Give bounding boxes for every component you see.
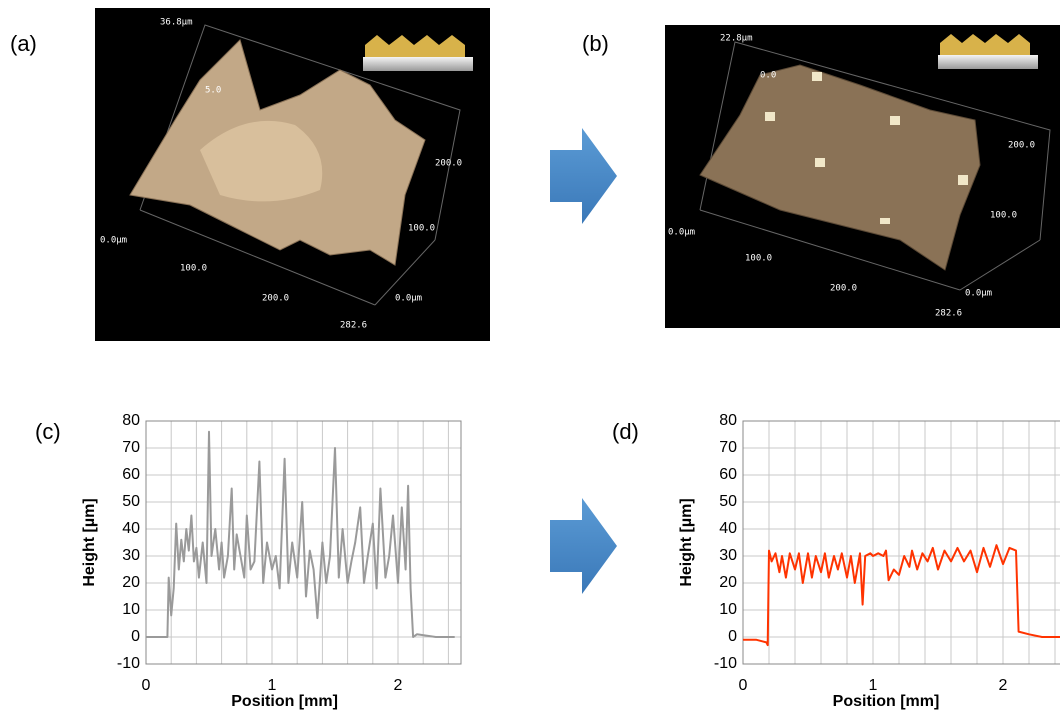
- surface-image: 36.8µm 5.0 200.0 100.0 0.0µm 100.0 200.0…: [95, 8, 490, 341]
- x-tick-label: 1: [268, 677, 277, 694]
- y-tick-label: -10: [117, 655, 140, 672]
- y-tick-label: 50: [719, 493, 737, 510]
- y-tick-label: 70: [122, 439, 140, 456]
- image-label: 0.0µm: [395, 294, 422, 304]
- image-label: 100.0: [408, 224, 435, 234]
- y-axis-label: Height [µm]: [678, 498, 695, 586]
- y-tick-label: 70: [719, 439, 737, 456]
- panel-label: (d): [612, 419, 639, 444]
- arrow: [550, 498, 617, 594]
- image-label: 0.0µm: [100, 236, 127, 246]
- x-axis-label: Position [mm]: [231, 693, 338, 710]
- image-label: 282.6: [340, 321, 367, 331]
- image-label: 100.0: [180, 264, 207, 274]
- x-tick-label: 0: [142, 677, 151, 694]
- y-tick-label: 40: [122, 520, 140, 537]
- surface-image: 22.8µm 0.0 200.0 100.0 0.0µm 100.0 200.0…: [665, 25, 1060, 328]
- image-label: 200.0: [830, 284, 857, 294]
- image-label: 0.0µm: [965, 289, 992, 299]
- image-label: 200.0: [1008, 141, 1035, 151]
- y-tick-label: 20: [719, 574, 737, 591]
- x-tick-label: 2: [999, 677, 1008, 694]
- x-tick-label: 2: [394, 677, 403, 694]
- panel-label: (b): [582, 31, 609, 56]
- image-label: 200.0: [435, 159, 462, 169]
- image-label: 100.0: [990, 211, 1017, 221]
- y-tick-label: 40: [719, 520, 737, 537]
- image-label: 0.0µm: [668, 228, 695, 238]
- y-tick-label: 60: [122, 466, 140, 483]
- x-tick-label: 0: [739, 677, 748, 694]
- y-tick-label: 30: [719, 547, 737, 564]
- data-line: [146, 430, 455, 638]
- image-label: 282.6: [935, 309, 962, 319]
- data-line: [743, 544, 1060, 647]
- image-label: 100.0: [745, 254, 772, 264]
- y-tick-label: 80: [122, 412, 140, 429]
- image-label: 22.8µm: [720, 34, 753, 44]
- y-tick-label: 30: [122, 547, 140, 564]
- y-tick-label: 50: [122, 493, 140, 510]
- panel-label: (c): [35, 419, 61, 444]
- y-tick-label: 0: [728, 628, 737, 645]
- image-label: 0.0: [760, 71, 776, 81]
- y-axis-label: Height [µm]: [81, 498, 98, 586]
- y-tick-label: 60: [719, 466, 737, 483]
- y-tick-label: 10: [719, 601, 737, 618]
- y-tick-label: 10: [122, 601, 140, 618]
- plot-frame: [742, 420, 1060, 665]
- plot-frame: [145, 420, 462, 665]
- panel-label: (a): [10, 31, 37, 56]
- x-axis-label: Position [mm]: [833, 693, 940, 710]
- y-tick-label: 0: [131, 628, 140, 645]
- image-label: 200.0: [262, 294, 289, 304]
- y-tick-label: -10: [714, 655, 737, 672]
- image-label: 5.0: [205, 86, 221, 96]
- y-tick-label: 20: [122, 574, 140, 591]
- y-tick-label: 80: [719, 412, 737, 429]
- image-label: 36.8µm: [160, 18, 193, 28]
- x-tick-label: 1: [869, 677, 878, 694]
- arrow: [550, 128, 617, 224]
